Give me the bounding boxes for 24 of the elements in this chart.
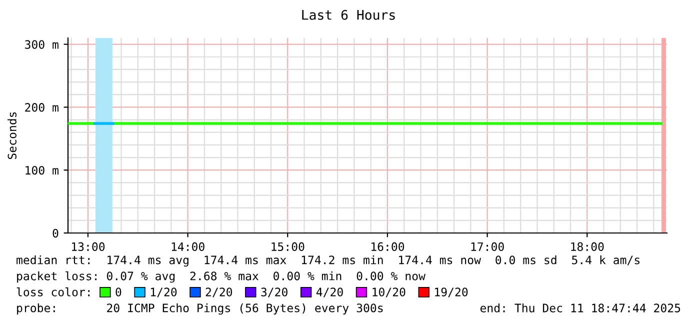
legend-label: 2/20 <box>206 288 232 298</box>
text: median rtt: 174.4 ms avg 174.4 ms max 174.2 ms min 174.4 ms now 0.0 ms sd 5.4 k am/s <box>16 255 640 267</box>
legend-label: 0 <box>116 288 122 296</box>
y-tick-label: 200 m <box>25 103 58 112</box>
legend-label: 3/20 <box>261 288 288 298</box>
text: probe: 20 ICMP Echo Pings (56 Bytes) every 300s <box>17 303 383 315</box>
x-tick-label: 17:00 <box>471 242 504 252</box>
text: end: Thu Dec 11 18:47:44 2025 <box>480 303 680 312</box>
y-tick-label: 0 <box>52 228 58 238</box>
x-tick-label: 15:00 <box>272 242 304 252</box>
legend-label: 19/20 <box>435 288 468 298</box>
y-axis-title: Seconds <box>8 112 16 160</box>
y-tick-label: 300 m <box>25 40 58 49</box>
x-tick-label: 14:00 <box>172 242 204 252</box>
legend-label: 4/20 <box>316 288 343 298</box>
text: packet loss: 0.07 % avg 2.68 % max 0.00 % min 0.00 % now <box>17 271 426 283</box>
chart-title: Last 6 Hours <box>302 10 395 20</box>
legend-label: 1/20 <box>150 288 177 298</box>
x-tick-label: 18:00 <box>571 242 604 252</box>
legend-title: loss color: <box>16 287 90 296</box>
y-tick-label: 100 m <box>26 166 58 175</box>
x-tick-label: 13:00 <box>72 242 105 252</box>
legend-label: 10/20 <box>372 288 406 298</box>
x-tick-label: 16:00 <box>372 242 404 252</box>
